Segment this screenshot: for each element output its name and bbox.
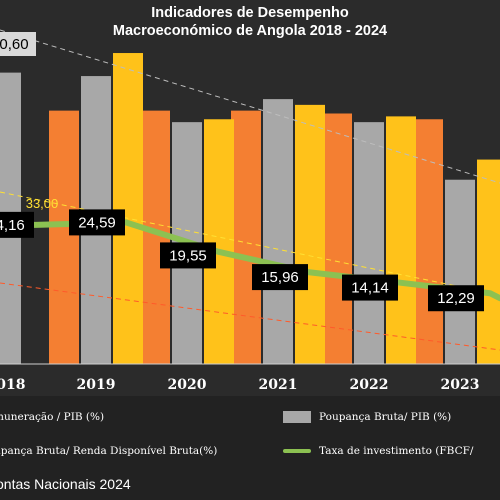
data-label-investimento-2022: 14,14	[351, 280, 389, 297]
legend-swatch	[283, 411, 311, 423]
bar-remuneracao-2019	[49, 110, 79, 364]
data-label-box-investimento-2020	[160, 242, 216, 269]
legend-item-remuneracao: muneração / PIB (%)	[0, 411, 104, 423]
data-label-investimento-2020: 19,55	[169, 247, 207, 264]
legend-item-poupanca-renda: upança Bruta/ Renda Disponível Bruta(%)	[0, 445, 217, 457]
data-label-investimento-2023: 12,29	[437, 290, 475, 307]
source-note: ontas Nacionais 2024	[0, 476, 131, 492]
trendline-remuneracao	[0, 282, 500, 351]
x-tick-label-2019: 2019	[77, 377, 116, 393]
bar-poupanca-renda-2021	[295, 104, 325, 365]
chart-title-line-2: Macroeconómico de Angola 2018 - 2024	[112, 23, 388, 39]
data-label-poupanca-renda-2018: 33,00	[26, 196, 59, 211]
trendline-poupanca-renda	[0, 191, 500, 296]
legend-swatch	[283, 449, 311, 453]
data-label-poupanca-2018: 0,60	[0, 36, 29, 53]
bar-remuneracao-2023	[413, 119, 443, 364]
legend: muneração / PIB (%) Poupança Bruta/ PIB …	[0, 403, 500, 457]
bar-poupanca-2022	[354, 122, 384, 364]
x-tick-label-2023: 2023	[441, 377, 480, 393]
data-label-box-poupanca-2018	[0, 32, 36, 56]
data-label-investimento-2021: 15,96	[261, 269, 299, 286]
bar-poupanca-renda-2022	[386, 116, 416, 365]
legend-background	[0, 396, 500, 500]
data-label-investimento-2019: 24,59	[78, 214, 116, 231]
bar-poupanca-renda-2023	[477, 159, 500, 364]
data-label-investimento-2018: 24,16	[0, 217, 25, 234]
legend-text: upança Bruta/ Renda Disponível Bruta(%)	[0, 445, 218, 457]
chart-title-line-1: Indicadores de Desempenho	[151, 5, 349, 21]
bar-poupanca-renda-2019	[113, 53, 143, 364]
data-label-box-investimento-2019	[69, 209, 125, 236]
bar-poupanca-2021	[263, 99, 293, 364]
data-label-box-investimento-2018	[0, 211, 34, 238]
x-tick-label-2020: 2020	[168, 377, 207, 393]
data-label-box-investimento-2021	[252, 264, 308, 291]
legend-item-investimento: Taxa de investimento (FBCF/	[283, 445, 473, 457]
data-label-box-investimento-2023	[428, 285, 484, 312]
x-tick-label-2021: 2021	[259, 377, 298, 393]
legend-item-poupanca: Poupança Bruta/ PIB (%)	[283, 411, 451, 423]
bar-poupanca-renda-2020	[204, 119, 234, 364]
chart-title: Indicadores de Desempenho Macroeconómico…	[0, 4, 500, 40]
bar-poupanca-2023	[445, 179, 475, 364]
x-tick-label-2018: 2018	[0, 377, 25, 393]
bar-remuneracao-2021	[231, 110, 261, 364]
trendline-poupanca	[0, 29, 500, 184]
bar-remuneracao-2022	[322, 113, 352, 364]
legend-text: muneração / PIB (%)	[0, 411, 105, 423]
x-tick-label-2022: 2022	[350, 377, 389, 393]
legend-text: Taxa de investimento (FBCF/	[319, 445, 474, 457]
legend-text: Poupança Bruta/ PIB (%)	[319, 411, 452, 423]
data-label-box-investimento-2022	[342, 274, 398, 301]
